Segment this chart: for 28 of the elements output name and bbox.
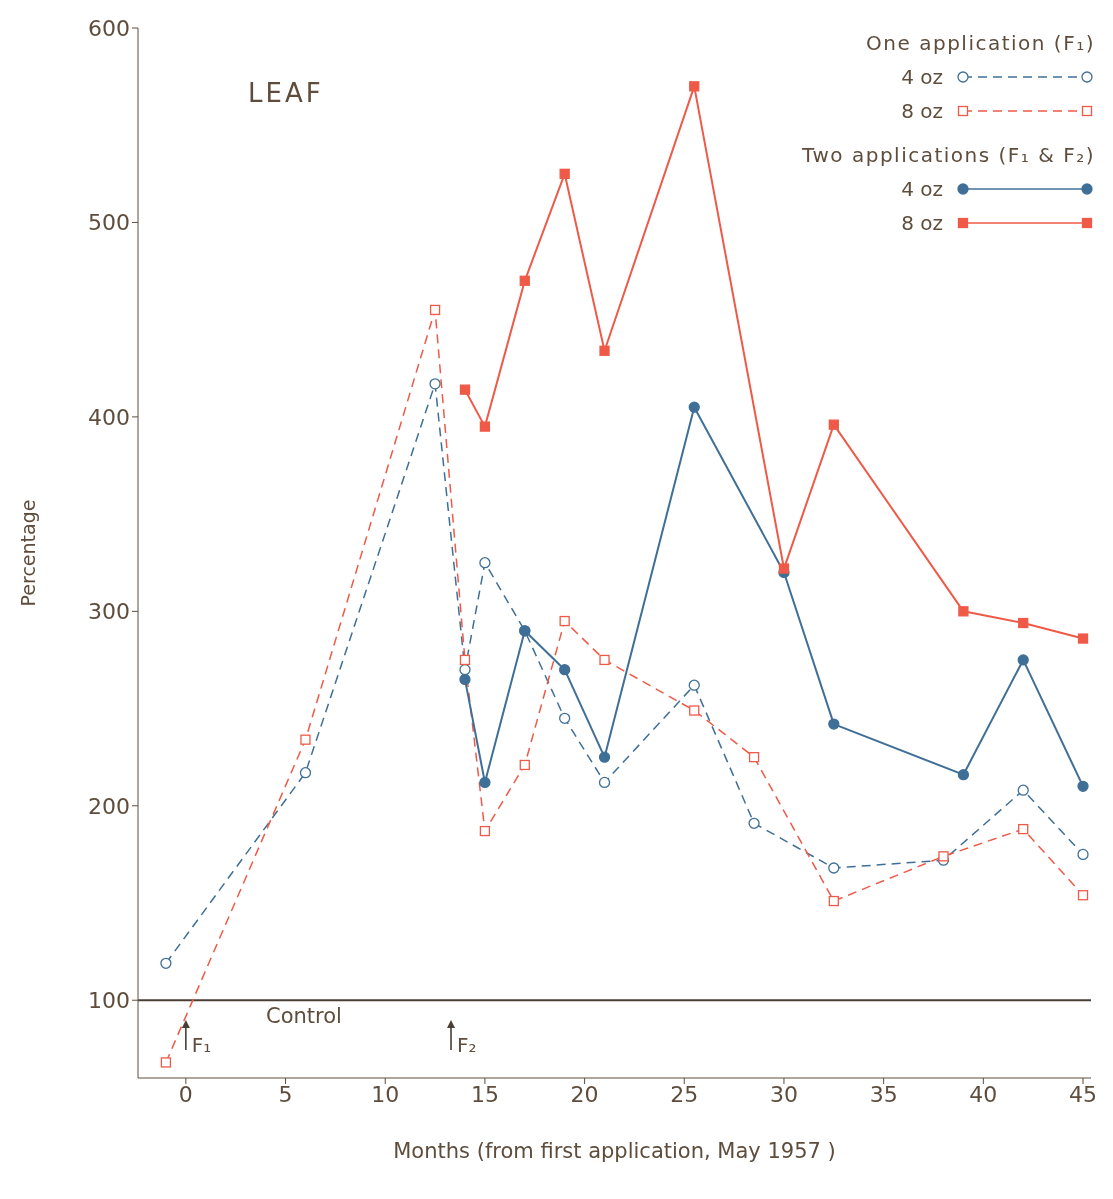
x-tick-label: 40 [969,1081,998,1107]
x-tick-label: 0 [178,1081,193,1107]
y-tick-label: 100 [88,988,130,1014]
y-tick-label: 600 [88,15,130,41]
legend-label: 8 oz [901,98,943,125]
ref-line-label: F₂ [457,1033,477,1057]
x-tick-label: 15 [470,1081,499,1107]
x-axis-title: Months (from first application, May 1957 ) [393,1139,836,1163]
text: LEAF [248,78,324,108]
y-tick-label: 400 [88,404,130,430]
y-axis-title: Percentage [16,499,39,607]
x-tick-label: 10 [371,1081,400,1107]
y-tick-label: 200 [88,793,130,819]
legend-label: 8 oz [901,210,943,237]
x-tick-label: 45 [1069,1081,1098,1107]
ref-line-label: F₁ [191,1033,212,1057]
x-tick-label: 30 [769,1081,798,1107]
legend-label: 4 oz [901,176,943,203]
y-tick-label: 300 [88,599,130,625]
x-tick-label: 35 [869,1081,898,1107]
legend-label: 4 oz [901,64,943,91]
x-tick-label: 20 [570,1081,599,1107]
annotation: One application (F₁) [865,30,1095,57]
x-tick-label: 25 [670,1081,699,1107]
ref-line-label: Control [266,1004,342,1029]
annotation: Two applications (F₁ & F₂) [802,142,1095,169]
x-tick-label: 5 [278,1081,293,1107]
y-tick-label: 500 [88,210,130,236]
